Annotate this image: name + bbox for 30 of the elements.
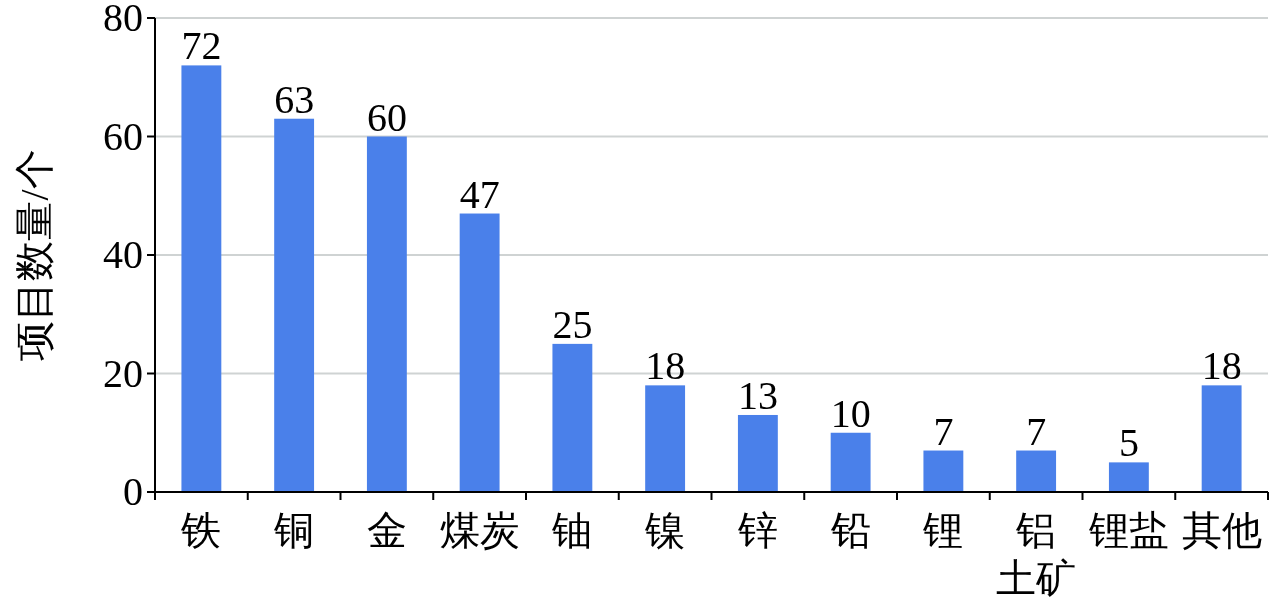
- x-tick-label: 锂: [922, 508, 964, 553]
- data-label: 47: [459, 171, 500, 217]
- x-tick-label: 镍: [644, 508, 686, 553]
- data-label: 13: [737, 372, 778, 418]
- data-label: 25: [552, 301, 593, 347]
- y-axis-title: 项目数量/个: [12, 149, 57, 361]
- x-tick-label: 铜: [273, 508, 315, 553]
- data-label: 18: [645, 343, 686, 389]
- data-label: 72: [181, 23, 222, 69]
- x-tick-label: 锂盐: [1087, 508, 1169, 553]
- x-tick-label: 铅: [829, 508, 871, 553]
- x-tick-label: 金: [366, 508, 407, 553]
- y-tick-label: 0: [123, 469, 143, 514]
- y-tick-label: 60: [103, 113, 143, 159]
- data-label: 7: [933, 408, 954, 454]
- data-label: 60: [366, 94, 407, 140]
- x-tick-label: 锌: [736, 508, 778, 553]
- data-label: 5: [1118, 420, 1139, 466]
- x-tick-label: 铝土矿: [996, 508, 1077, 601]
- data-label: 63: [274, 76, 315, 122]
- y-tick-label: 80: [103, 0, 143, 40]
- x-tick-label: 其他: [1181, 508, 1262, 553]
- y-tick-label: 20: [103, 350, 143, 396]
- x-tick-label: 铀: [551, 508, 593, 553]
- x-tick-label: 煤炭: [439, 508, 520, 553]
- x-tick-label: 铁: [180, 508, 222, 553]
- data-label: 10: [830, 390, 871, 436]
- data-label: 7: [1026, 408, 1047, 454]
- y-tick-label: 40: [103, 232, 143, 277]
- data-label: 18: [1201, 343, 1242, 389]
